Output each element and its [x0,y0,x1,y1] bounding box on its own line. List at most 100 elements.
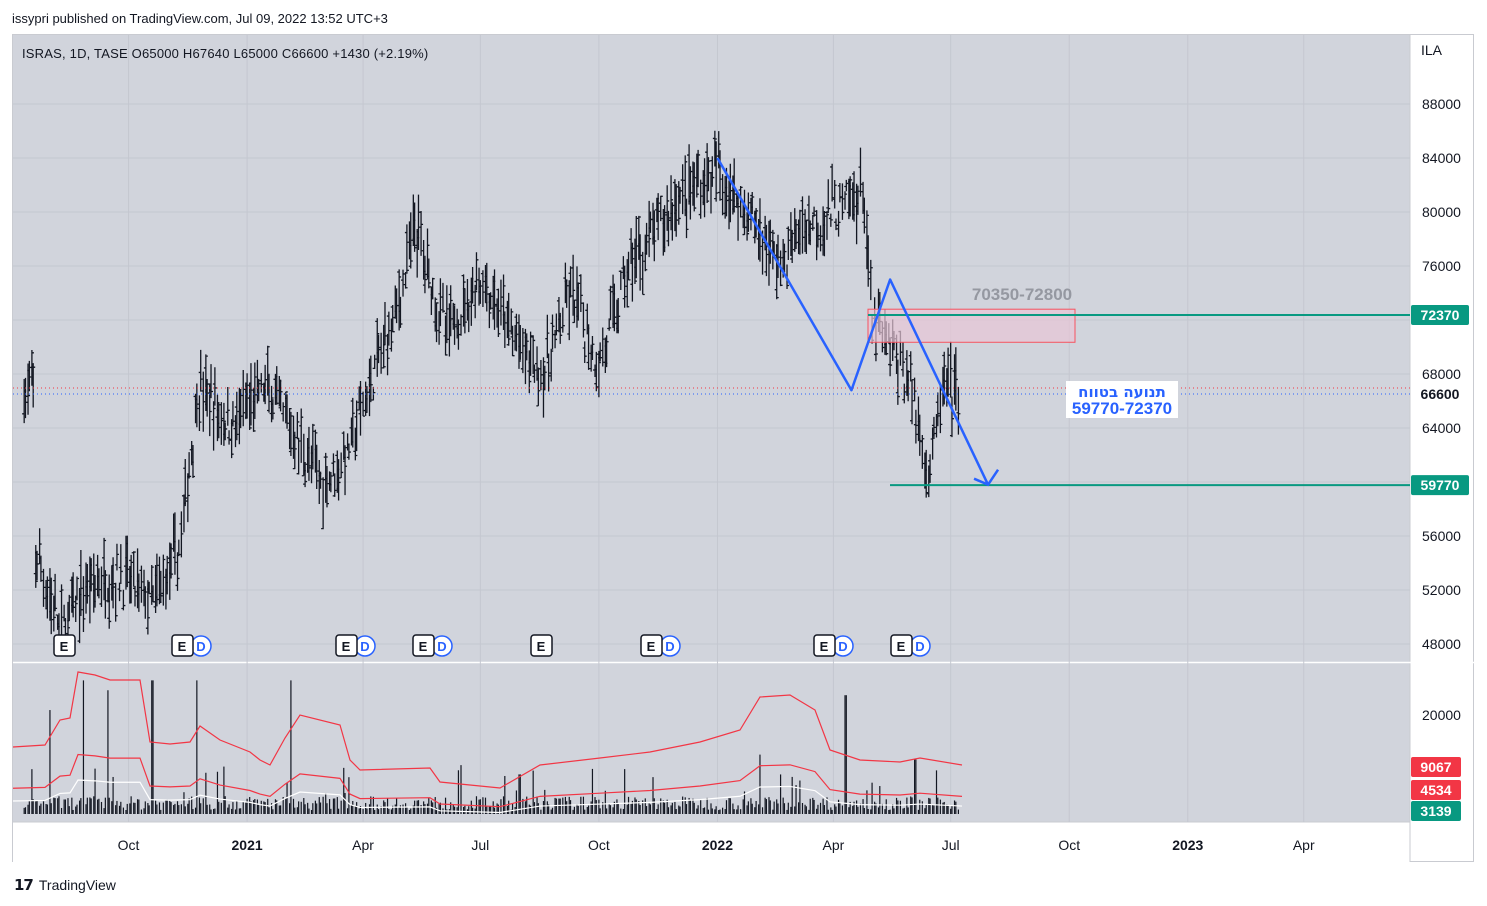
ohlc-bar [197,395,202,432]
dividend-marker-label: D [437,639,446,654]
ohlc-bar [770,229,775,270]
ohlc-bar [590,336,595,360]
ohlc-bar [256,378,261,402]
ohlc-bar [426,258,431,289]
dividend-marker-label: D [665,639,674,654]
ohlc-bar [346,444,351,460]
ohlc-bar [225,386,230,426]
ohlc-bar [662,205,667,253]
ohlc-bar [345,433,350,451]
ohlc-bar [488,292,493,310]
ohlc-bar [931,416,936,440]
ohlc-bar [647,200,652,258]
ohlc-bar [203,354,208,412]
ohlc-bar [524,333,529,361]
time-tick: Apr [1293,837,1315,853]
ohlc-bar [223,422,228,441]
ohlc-bar [361,391,366,417]
ohlc-bar [35,550,40,581]
ohlc-bar [582,341,587,363]
ohlc-bar [461,274,466,327]
ohlc-bar [542,365,547,391]
ohlc-bar [154,553,159,607]
ohlc-bar [194,383,199,428]
ohlc-bar [89,558,94,592]
pattern-line [716,157,990,486]
ohlc-bar [862,197,867,234]
ohlc-bar [448,285,453,337]
ohlc-bar [216,401,221,439]
ohlc-bar [541,357,546,418]
ohlc-bar [906,370,911,402]
ohlc-bar [678,186,683,204]
ohlc-bar [251,388,256,432]
ohlc-bar [901,342,905,377]
ohlc-bar [343,445,348,496]
ohlc-bar [596,350,601,398]
ohlc-bar [804,219,809,254]
ohlc-bar [581,302,586,338]
ohlc-bar [912,377,917,402]
ohlc-bar [113,582,118,622]
ohlc-bar [676,181,681,225]
ohlc-bar [630,242,635,302]
ohlc-bar [496,288,501,338]
dividend-marker-label: D [196,639,205,654]
ohlc-bar [385,333,390,376]
earnings-marker [412,634,435,657]
ohlc-bar [852,171,857,222]
ohlc-bar [430,277,435,300]
ohlc-bar [956,386,961,435]
earnings-marker-label: E [60,639,69,654]
ohlc-bar [917,414,922,456]
ohlc-bar [532,364,537,383]
ohlc-bar [818,225,823,252]
ohlc-bar [710,156,715,187]
ohlc-bar [78,550,83,616]
ohlc-bar [227,430,232,445]
volume-badge [1411,780,1461,800]
ohlc-bar [545,314,550,359]
ohlc-bar [833,218,838,231]
range-label-bg [1066,381,1178,418]
time-tick: Oct [118,837,140,853]
ohlc-bar [658,195,663,222]
ohlc-bar [238,389,243,429]
ohlc-bar [451,302,456,330]
ohlc-bar [750,192,755,215]
price-badge-label: 66600 [1421,386,1460,402]
earnings-marker-label: E [647,639,656,654]
time-tick: Jul [942,837,960,853]
earnings-marker [171,634,194,657]
ohlc-bar [837,182,842,203]
ohlc-bar [698,179,703,219]
volume-ma-lower [12,753,963,808]
ohlc-bar [478,280,483,304]
ohlc-bar [692,162,697,212]
footer[interactable]: 17 TradingView [14,876,116,894]
ohlc-bar [568,266,573,297]
ohlc-bar [393,285,398,319]
ohlc-bar [598,342,603,362]
ohlc-bar [73,595,78,623]
ohlc-bar [328,471,333,493]
ohlc-bar [531,335,536,374]
ohlc-bar [248,363,253,426]
volume-badge-label: 9067 [1420,759,1451,775]
ohlc-bar [474,252,479,291]
volume-badge [1411,757,1461,777]
ohlc-bar [403,271,408,289]
ohlc-bar [518,325,523,360]
ohlc-bar [888,337,893,377]
ohlc-bar [26,363,31,415]
ohlc-bar [321,477,326,530]
ohlc-bar [292,431,297,470]
ohlc-bar [736,195,741,241]
ohlc-bar [774,244,779,300]
ohlc-bar [51,595,56,632]
ohlc-bar [452,305,457,345]
ohlc-bar [920,434,925,469]
ohlc-bar [212,367,217,406]
ohlc-bar [688,166,693,220]
